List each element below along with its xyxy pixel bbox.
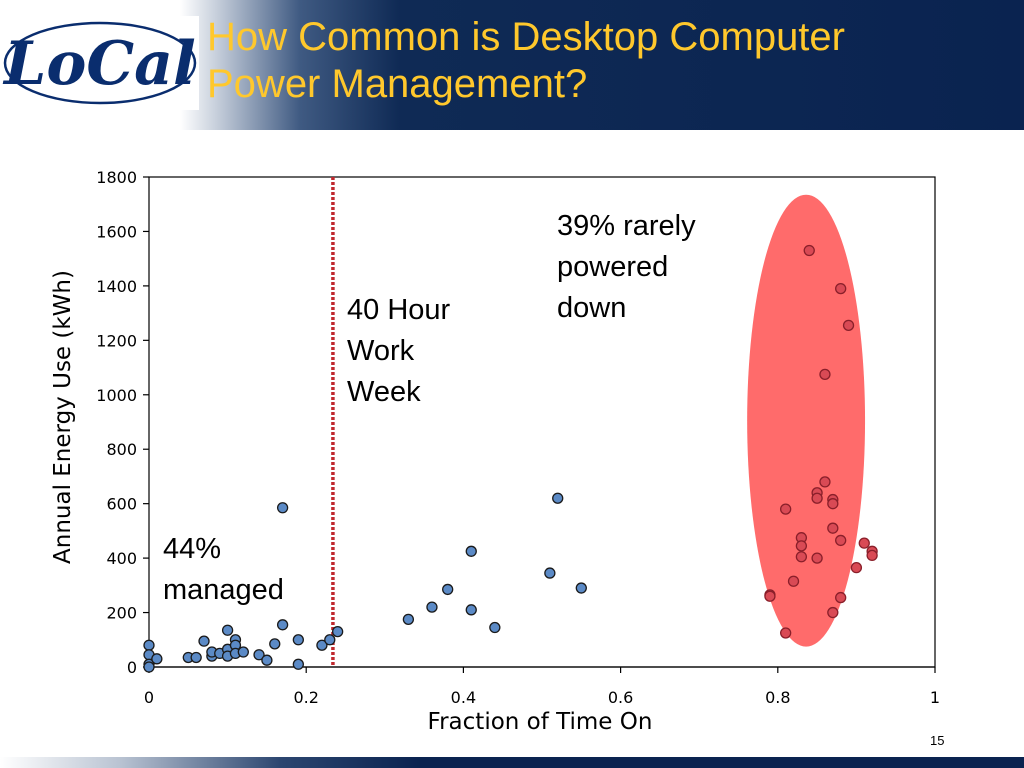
data-point bbox=[575, 582, 587, 594]
data-point bbox=[292, 634, 304, 646]
highlight-data-point bbox=[842, 319, 855, 332]
managed-line-1: 44% bbox=[163, 533, 222, 565]
logo-mark: LoCal bbox=[2, 21, 197, 105]
y-tick-label: 800 bbox=[106, 440, 137, 459]
rarely-powered-down-annotation: 39% rarely powered down bbox=[557, 206, 696, 329]
y-tick-label: 1800 bbox=[96, 168, 137, 187]
highlight-data-point bbox=[835, 282, 847, 295]
highlight-data-point bbox=[819, 368, 831, 381]
highlight-data-point bbox=[780, 503, 792, 515]
slide-title: How Common is Desktop Computer Power Man… bbox=[207, 14, 1007, 108]
data-point bbox=[552, 492, 564, 504]
data-point bbox=[269, 638, 281, 650]
slide-title-line-2: Power Management? bbox=[207, 62, 588, 106]
y-tick-label: 600 bbox=[106, 495, 137, 514]
highlight-data-point bbox=[787, 575, 800, 587]
data-point bbox=[465, 604, 477, 616]
page-number: 15 bbox=[930, 733, 945, 748]
data-point bbox=[276, 502, 289, 514]
x-tick-label: 0.4 bbox=[451, 688, 476, 707]
y-axis-label: Annual Energy Use (kWh) bbox=[50, 270, 76, 564]
rarely-line-1: 39% rarely bbox=[557, 210, 696, 242]
x-tick-label: 0 bbox=[144, 688, 154, 707]
data-point bbox=[190, 651, 202, 664]
highlight-data-point bbox=[780, 627, 792, 639]
data-point bbox=[151, 653, 163, 665]
y-tick-label: 400 bbox=[106, 549, 137, 568]
highlight-data-point bbox=[827, 522, 839, 534]
data-point bbox=[402, 613, 415, 626]
x-tick-label: 0.2 bbox=[293, 688, 318, 707]
x-tick-label: 0.8 bbox=[765, 688, 790, 707]
data-point bbox=[261, 654, 273, 666]
data-point bbox=[292, 658, 304, 670]
highlight-data-point bbox=[819, 476, 831, 488]
y-tick-label: 1000 bbox=[96, 386, 137, 405]
slide-title-line-1: How Common is Desktop Computer bbox=[207, 15, 845, 59]
data-point bbox=[276, 619, 289, 631]
data-point bbox=[465, 545, 477, 557]
data-point bbox=[316, 639, 328, 651]
data-point bbox=[442, 583, 454, 596]
data-point bbox=[198, 635, 210, 647]
data-point bbox=[544, 567, 556, 579]
y-tick-label: 1400 bbox=[96, 277, 137, 296]
y-tick-label: 200 bbox=[106, 604, 137, 623]
highlight-ellipse bbox=[747, 194, 866, 647]
data-point bbox=[253, 649, 265, 661]
highlight-data-point bbox=[811, 552, 823, 564]
x-axis-label: Fraction of Time On bbox=[428, 709, 653, 735]
data-point bbox=[331, 625, 344, 638]
managed-annotation: 44% managed bbox=[163, 529, 284, 611]
data-point bbox=[426, 601, 438, 613]
x-axis-ticks: 0 0.2 0.4 0.6 0.8 1 bbox=[144, 667, 940, 707]
highlight-data-point bbox=[850, 561, 863, 574]
y-tick-label: 1600 bbox=[96, 222, 137, 241]
data-point bbox=[324, 634, 336, 646]
highlight-data-point bbox=[858, 537, 870, 549]
highlight-data-point bbox=[835, 534, 847, 547]
y-axis-ticks: 0 200 400 600 800 1000 1200 1400 1600 1800 bbox=[96, 168, 149, 677]
rarely-line-2: powered bbox=[557, 251, 669, 283]
highlight-layer bbox=[747, 194, 866, 647]
highlight-data-point bbox=[835, 591, 847, 604]
work-week-line-3: Week bbox=[347, 376, 421, 408]
logo: LoCal bbox=[2, 16, 199, 110]
y-tick-label: 1200 bbox=[96, 331, 137, 350]
x-tick-label: 1 bbox=[930, 688, 940, 707]
work-week-line-2: Work bbox=[347, 335, 415, 367]
highlight-data-point bbox=[811, 492, 823, 504]
data-point bbox=[143, 639, 155, 651]
data-point bbox=[489, 621, 501, 634]
logo-wordmark: LoCal bbox=[2, 29, 196, 99]
highlight-data-point bbox=[764, 590, 776, 602]
highlight-data-point bbox=[827, 606, 839, 619]
highlight-data-point bbox=[827, 498, 839, 510]
y-tick-label: 0 bbox=[127, 658, 137, 677]
highlight-data-point bbox=[866, 549, 878, 562]
footer-band bbox=[0, 757, 1024, 768]
highlight-data-point bbox=[795, 551, 808, 563]
rarely-line-3: down bbox=[557, 292, 627, 324]
data-points bbox=[143, 244, 878, 673]
highlight-data-point bbox=[803, 244, 815, 257]
data-point bbox=[143, 661, 155, 673]
data-point bbox=[237, 646, 249, 658]
highlight-data-point bbox=[795, 540, 808, 552]
header-band: LoCal How Common is Desktop Computer Pow… bbox=[0, 0, 1024, 130]
data-point bbox=[221, 624, 234, 636]
work-week-annotation: 40 Hour Work Week bbox=[347, 290, 450, 413]
x-tick-label: 0.6 bbox=[608, 688, 633, 707]
work-week-line-1: 40 Hour bbox=[347, 294, 451, 326]
managed-line-2: managed bbox=[163, 574, 284, 606]
